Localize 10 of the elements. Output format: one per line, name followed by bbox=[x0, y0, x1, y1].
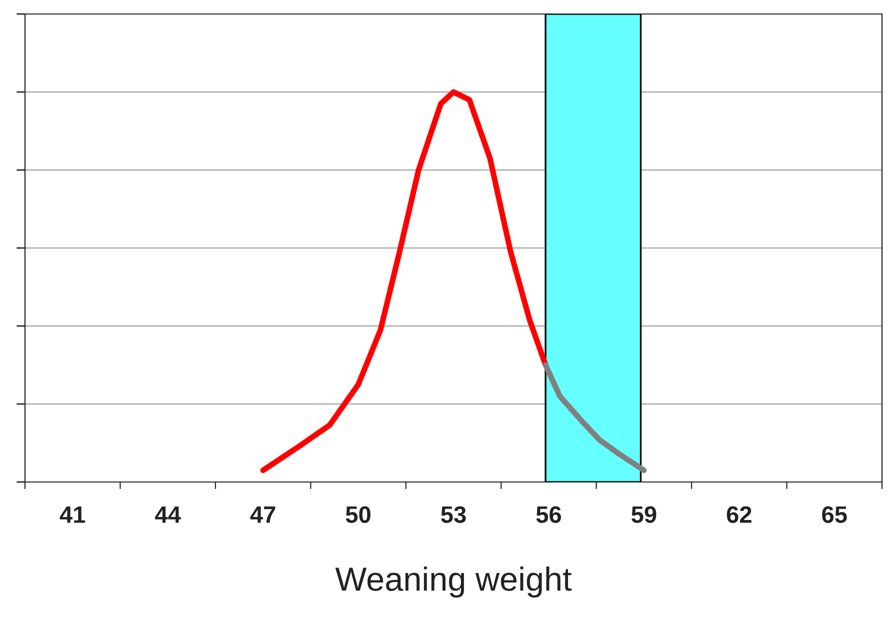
x-tick-label: 56 bbox=[536, 506, 561, 523]
x-tick-label: 44 bbox=[155, 506, 181, 523]
x-tick-label: 65 bbox=[822, 506, 847, 523]
x-tick-label: 41 bbox=[60, 506, 86, 523]
x-tick-label: 62 bbox=[726, 506, 752, 523]
x-tick-label: 53 bbox=[441, 506, 466, 523]
x-tick-label: 47 bbox=[250, 506, 276, 523]
x-tick-label: 59 bbox=[632, 506, 656, 523]
x-axis-title: Weaning weight bbox=[335, 566, 572, 598]
x-tick-label: 50 bbox=[346, 506, 370, 523]
